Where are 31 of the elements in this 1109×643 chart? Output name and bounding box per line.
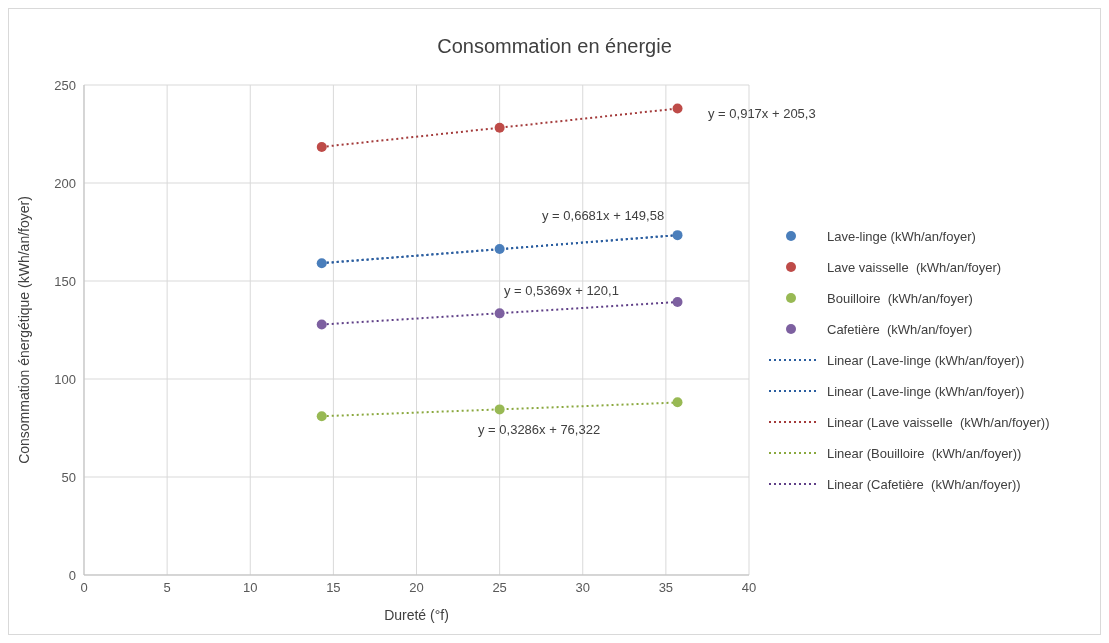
legend-label: Bouilloire (kWh/an/foyer) [827, 290, 973, 306]
legend-label: Cafetière (kWh/an/foyer) [827, 321, 973, 337]
legend-label: Lave vaisselle (kWh/an/foyer) [827, 259, 1002, 275]
legend-label: Linear (Lave-linge (kWh/an/foyer)) [827, 383, 1025, 399]
x-tick-label: 35 [658, 580, 674, 596]
y-tick-label: 200 [54, 175, 76, 191]
y-tick-label: 250 [54, 77, 76, 93]
x-tick-label: 40 [741, 580, 757, 596]
annotation: y = 0,5369x + 120,1 [504, 283, 619, 298]
legend-label: Linear (Cafetière (kWh/an/foyer)) [827, 476, 1021, 492]
y-tick-label: 150 [54, 273, 76, 289]
legend-label: Lave-linge (kWh/an/foyer) [827, 228, 976, 244]
y-tick-label: 50 [61, 469, 76, 485]
x-tick-label: 30 [575, 580, 590, 596]
annotation: y = 0,917x + 205,3 [708, 106, 816, 121]
x-tick-label: 10 [243, 580, 258, 596]
y-axis-title: Consommation énergétique (kWh/an/foyer) [15, 196, 32, 464]
legend-label: Linear (Lave-linge (kWh/an/foyer)) [827, 352, 1025, 368]
x-axis-title: Dureté (°f) [384, 607, 449, 623]
chart-title: Consommation en énergie [436, 34, 673, 59]
annotation: y = 0,3286x + 76,322 [478, 422, 601, 437]
x-tick-label: 0 [80, 580, 88, 596]
legend-label: Linear (Lave vaisselle (kWh/an/foyer)) [827, 414, 1050, 430]
x-tick-label: 25 [492, 580, 507, 596]
x-tick-label: 15 [326, 580, 341, 596]
y-tick-label: 100 [54, 371, 76, 387]
x-tick-label: 5 [163, 580, 171, 596]
x-tick-label: 20 [409, 580, 424, 596]
y-tick-label: 0 [68, 567, 76, 583]
legend-label: Linear (Bouilloire (kWh/an/foyer)) [827, 445, 1022, 461]
annotation: y = 0,6681x + 149,58 [542, 208, 665, 223]
